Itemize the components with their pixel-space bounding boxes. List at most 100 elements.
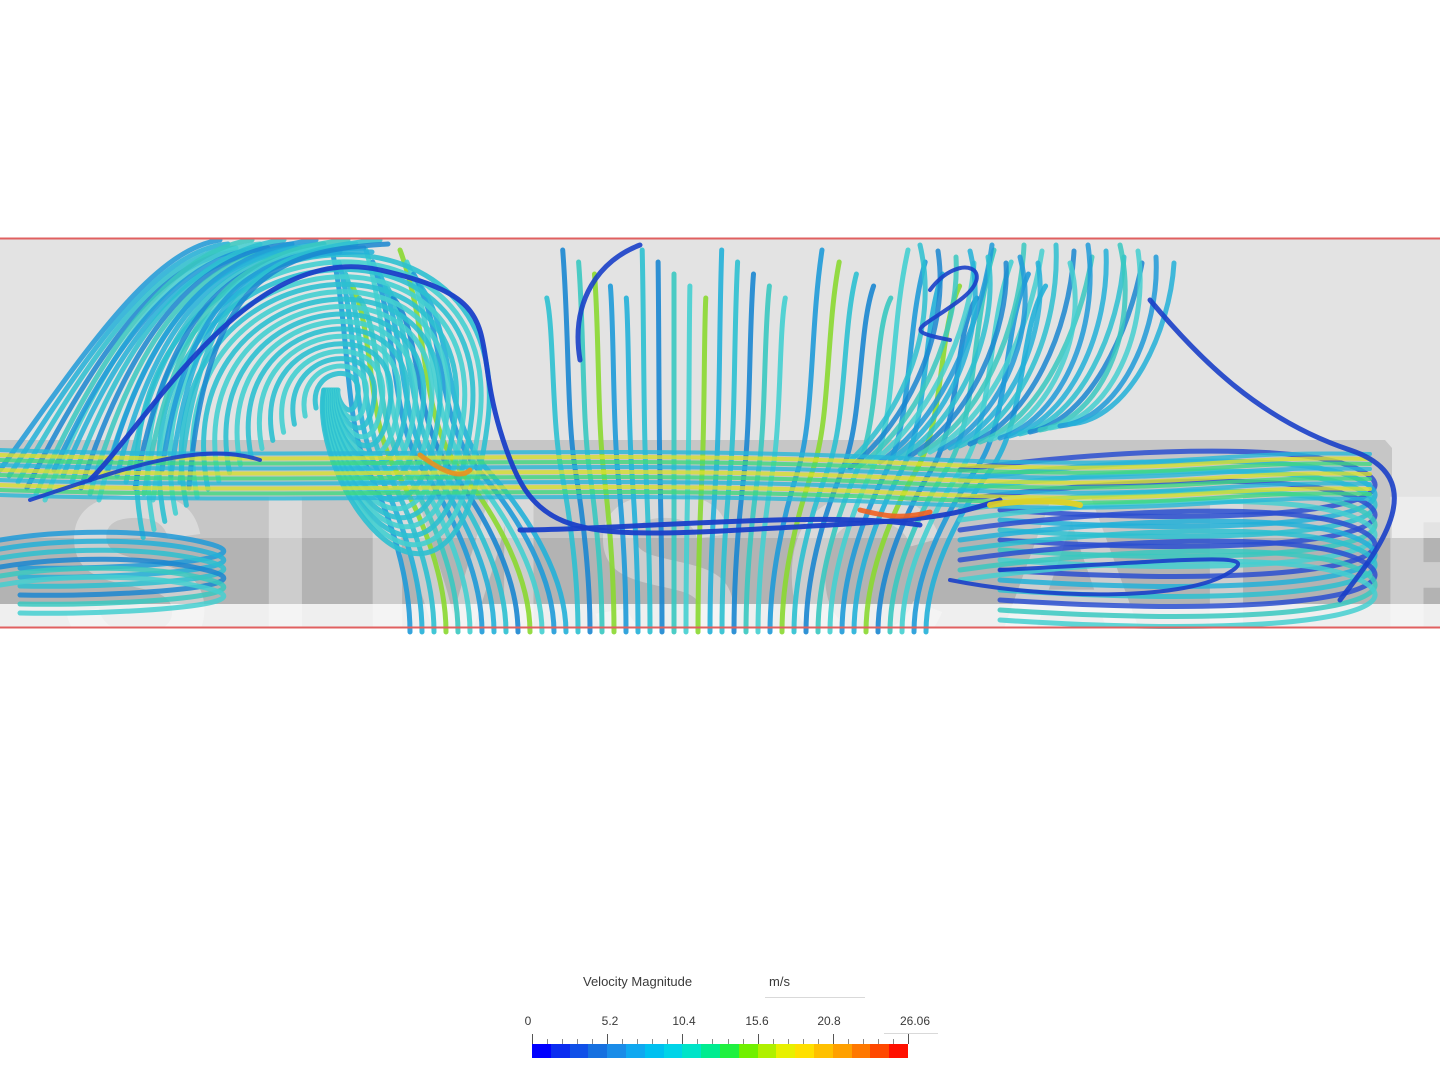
streamline: [0, 488, 1372, 505]
streamline: [0, 547, 227, 589]
colorbar-minor-tick: [787, 1039, 789, 1044]
colorbar-swatch: [795, 1044, 814, 1058]
streamline: [607, 283, 629, 635]
streamline: [957, 538, 1378, 609]
colorbar-swatch: [588, 1044, 608, 1058]
colorbar-minor-tick: [652, 1039, 654, 1044]
colorbar-ticks: [532, 1034, 909, 1044]
tick-label-1: 5.2: [601, 1014, 619, 1028]
streamline: [87, 264, 1003, 536]
streamline: [907, 260, 1009, 459]
tick-label-4: 20.8: [817, 1014, 841, 1028]
streamline: [877, 242, 995, 465]
streamline: [0, 574, 227, 616]
colorbar-minor-tick: [667, 1039, 669, 1044]
colorbar-major-tick: [682, 1034, 684, 1044]
streamline: [6, 241, 231, 479]
colorbar-minor-tick: [547, 1039, 549, 1044]
colorbar-swatch: [663, 1044, 683, 1058]
streamline: [683, 283, 693, 635]
streamline: [1017, 254, 1127, 437]
colorbar-swatch: [851, 1044, 871, 1058]
colorbar-major-tick: [757, 1034, 759, 1044]
streamline: [290, 356, 377, 431]
streamline: [839, 259, 928, 635]
streamline: [997, 242, 1093, 441]
streamline: [857, 507, 933, 519]
colorbar-minor-tick: [562, 1039, 564, 1044]
streamline: [257, 333, 402, 458]
streamline: [69, 237, 287, 485]
colorbar-swatch: [757, 1044, 777, 1058]
streamline: [544, 295, 581, 635]
streamline: [947, 260, 1043, 451]
streamline: [168, 249, 375, 479]
colorbar-minor-tick: [577, 1039, 579, 1044]
colorbar-minor-tick: [802, 1039, 804, 1044]
streamline: [0, 556, 227, 598]
tick-label-5: 26.06: [899, 1014, 931, 1028]
streamline: [837, 242, 928, 473]
streamline: [517, 516, 923, 533]
streamline: [1147, 297, 1397, 603]
colorbar-minor-tick: [877, 1039, 879, 1044]
streamline: [560, 247, 593, 635]
streamline: [897, 254, 993, 461]
colorbar-major-tick: [532, 1034, 533, 1044]
streamline: [957, 528, 1378, 599]
streamline: [245, 326, 410, 467]
colorbar-minor-tick: [847, 1039, 849, 1044]
streamline: [28, 451, 262, 502]
colorbar-swatch: [644, 1044, 664, 1058]
colorbar-swatch: [813, 1044, 833, 1058]
streamline: [114, 241, 327, 479]
streamline: [967, 248, 1077, 447]
streamline: [623, 295, 641, 635]
streamline: [957, 498, 1378, 569]
streamline: [592, 271, 617, 635]
colorbar-major-tick: [908, 1034, 909, 1044]
tick-label-2: 10.4: [672, 1014, 696, 1028]
colorbar-swatch: [832, 1044, 852, 1058]
streamline: [987, 260, 1078, 443]
streamline: [695, 295, 709, 635]
streamline: [918, 265, 979, 342]
streamline: [0, 448, 1372, 465]
colorbar-swatch: [625, 1044, 645, 1058]
streamline: [1067, 260, 1177, 427]
streamline: [927, 248, 1045, 455]
streamline: [78, 241, 295, 491]
streamline: [937, 254, 1028, 453]
streamline: [186, 241, 391, 491]
streamline: [33, 237, 255, 497]
streamline: [957, 242, 1059, 449]
streamline: [1037, 242, 1128, 433]
streamline: [639, 247, 653, 635]
streamline: [948, 557, 1240, 597]
streamline: [0, 478, 1372, 495]
label-divider: [884, 1033, 938, 1034]
streamline: [957, 518, 1378, 589]
streamline: [987, 498, 1083, 508]
streamline: [977, 254, 1095, 445]
streamline: [576, 259, 605, 635]
colorbar-major-tick: [607, 1034, 609, 1044]
colorbar-minor-tick: [862, 1039, 864, 1044]
color-legend: Velocity Magnitude m/s 0 5.2 10.4 15.6 2…: [500, 960, 940, 1070]
streamline: [201, 296, 443, 503]
streamline: [0, 237, 223, 473]
colorbar-minor-tick: [637, 1039, 639, 1044]
colorbar-swatch: [738, 1044, 758, 1058]
colorbar-swatch: [719, 1044, 739, 1058]
streamline: [0, 565, 227, 607]
streamline: [268, 341, 394, 449]
streamline: [105, 237, 319, 473]
streamline: [0, 493, 1372, 510]
colorbar-swatch: [607, 1044, 626, 1058]
unit-divider: [765, 997, 865, 998]
colorbar-major-tick: [832, 1034, 834, 1044]
streamline: [0, 463, 1372, 480]
streamline: [0, 483, 1372, 500]
